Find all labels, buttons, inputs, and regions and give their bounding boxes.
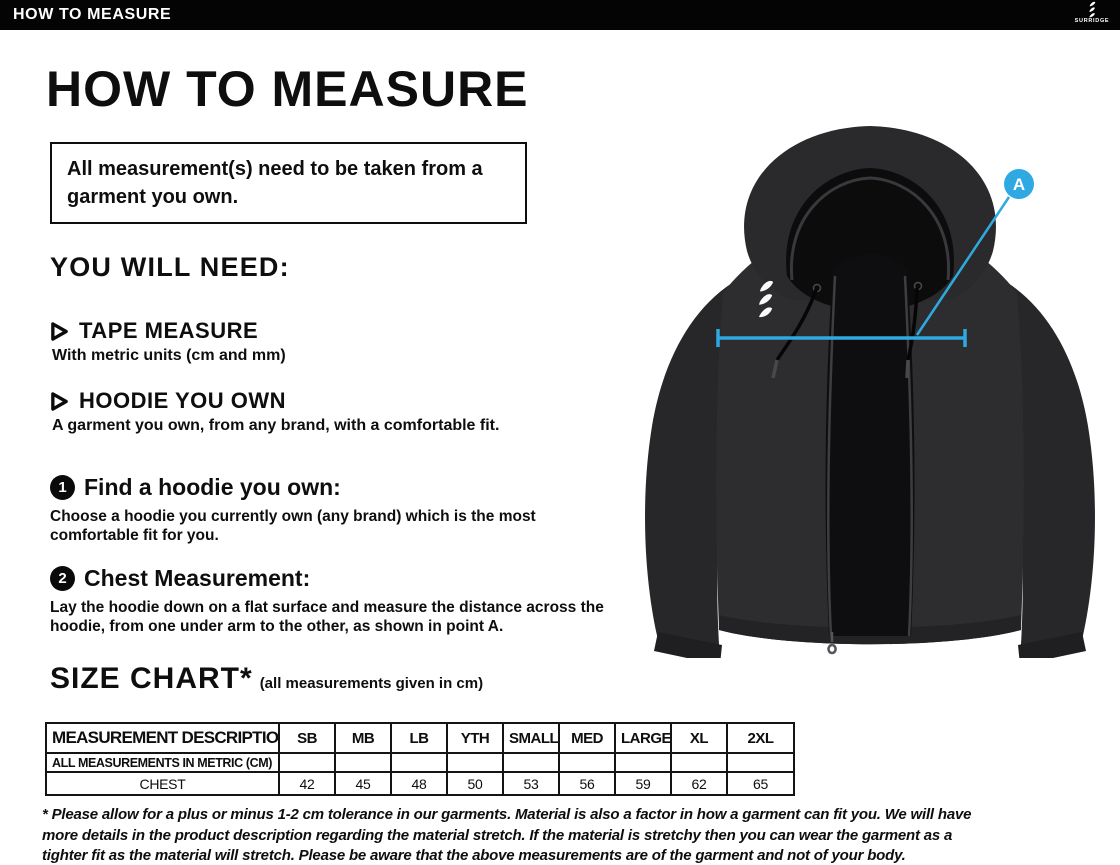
need-item-desc: A garment you own, from any brand, with … <box>52 417 500 434</box>
column-header: LARGE <box>614 722 672 754</box>
cell-value: 42 <box>278 771 336 796</box>
column-header: XL <box>670 722 728 754</box>
cell-value: 45 <box>334 771 392 796</box>
topbar-title: HOW TO MEASURE <box>13 6 172 23</box>
triangle-bullet-icon <box>51 391 68 411</box>
step-number-badge: 2 <box>50 566 75 591</box>
hoodie-image: A <box>645 126 1095 665</box>
column-header: YTH <box>446 722 504 754</box>
cell-value: 62 <box>670 771 728 796</box>
row-label: ALL MEASUREMENTS IN METRIC (CM) <box>45 752 280 773</box>
topbar: HOW TO MEASURE SURRIDGE <box>0 0 1120 30</box>
size-chart-heading: SIZE CHART* (all measurements given in cm… <box>50 662 483 696</box>
point-a-label: A <box>1013 175 1025 194</box>
need-item-hoodie: HOODIE YOU OWN A garment you own, from a… <box>50 388 499 435</box>
need-item-title: TAPE MEASURE <box>79 318 259 343</box>
point-a-badge <box>1004 169 1034 199</box>
footnote-line: tighter fit as the material will stretch… <box>42 847 906 864</box>
cell-value: 48 <box>390 771 448 796</box>
footnote: * Please allow for a plus or minus 1-2 c… <box>42 805 971 865</box>
zipper-pull <box>827 632 837 655</box>
step-find-hoodie: 1 Find a hoodie you own: Choose a hoodie… <box>50 474 615 545</box>
table-header-row: MEASUREMENT DESCRIPTION SB MB LB YTH SMA… <box>45 722 795 754</box>
cell-value <box>278 752 336 773</box>
you-will-need-heading: YOU WILL NEED: <box>50 252 290 282</box>
table-row: ALL MEASUREMENTS IN METRIC (CM) <box>45 752 795 773</box>
cell-value <box>390 752 448 773</box>
page-title: HOW TO MEASURE <box>46 61 529 117</box>
cell-value <box>558 752 616 773</box>
step-title: Find a hoodie you own: <box>84 474 341 500</box>
column-header: MEASUREMENT DESCRIPTION <box>45 722 280 754</box>
step-chest-measurement: 2 Chest Measurement: Lay the hoodie down… <box>50 565 615 636</box>
column-header: 2XL <box>726 722 795 754</box>
cell-value: 56 <box>558 771 616 796</box>
size-chart-table: MEASUREMENT DESCRIPTION SB MB LB YTH SMA… <box>45 722 795 796</box>
step-number-badge: 1 <box>50 475 75 500</box>
hoodie-illustration: A <box>620 118 1120 665</box>
surridge-s-icon <box>1085 1 1100 18</box>
surridge-logo: SURRIDGE <box>1069 1 1115 25</box>
column-header: MB <box>334 722 392 754</box>
column-header: SB <box>278 722 336 754</box>
footnote-line: more details in the product description … <box>42 826 953 844</box>
need-item-desc: With metric units (cm and mm) <box>52 347 286 364</box>
size-chart-title: SIZE CHART* <box>50 662 253 695</box>
step-description: Choose a hoodie you currently own (any b… <box>50 508 536 544</box>
step-title: Chest Measurement: <box>84 565 311 591</box>
row-label: CHEST <box>45 771 280 796</box>
cell-value: 59 <box>614 771 672 796</box>
brand-name: SURRIDGE <box>1074 18 1110 24</box>
cell-value <box>726 752 795 773</box>
need-item-tape-measure: TAPE MEASURE With metric units (cm and m… <box>50 318 286 365</box>
cell-value <box>334 752 392 773</box>
cell-value <box>446 752 504 773</box>
cell-value <box>670 752 728 773</box>
table-row: CHEST 42 45 48 50 53 56 59 62 65 <box>45 771 795 796</box>
cell-value <box>502 752 560 773</box>
cell-value: 53 <box>502 771 560 796</box>
column-header: LB <box>390 722 448 754</box>
triangle-bullet-icon <box>51 321 68 341</box>
column-header: SMALL <box>502 722 560 754</box>
cell-value <box>614 752 672 773</box>
column-header: MED <box>558 722 616 754</box>
cell-value: 50 <box>446 771 504 796</box>
size-chart-subtitle: (all measurements given in cm) <box>259 675 484 692</box>
chest-measure-line <box>716 196 1011 347</box>
cell-value: 65 <box>726 771 795 796</box>
need-item-title: HOODIE YOU OWN <box>79 388 287 413</box>
notice-box: All measurement(s) need to be taken from… <box>50 142 527 224</box>
footnote-line: * Please allow for a plus or minus 1-2 c… <box>42 806 972 823</box>
step-description: Lay the hoodie down on a flat surface an… <box>50 599 604 635</box>
